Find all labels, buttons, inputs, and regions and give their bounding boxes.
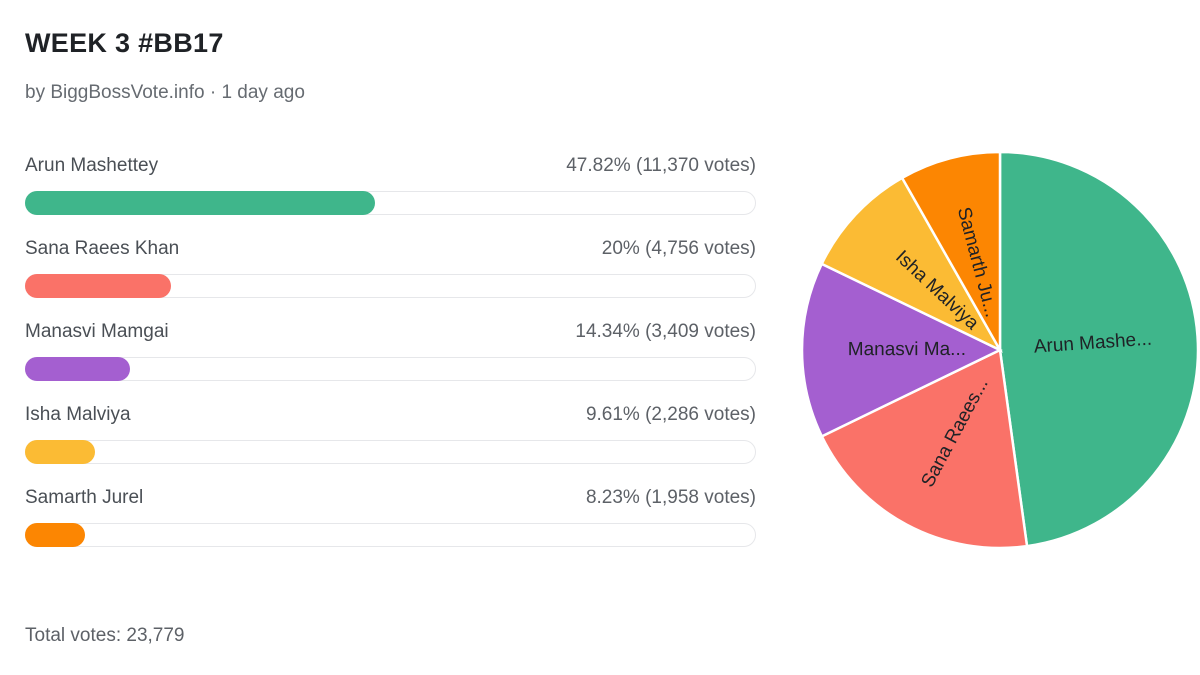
option-name: Arun Mashettey xyxy=(25,155,159,176)
pie-slice xyxy=(800,262,1003,438)
poll-option: Isha Malviya 9.61% (2,286 votes) xyxy=(25,404,756,487)
pie-slice xyxy=(900,150,1002,355)
option-stat: 14.34% (3,409 votes) xyxy=(575,321,756,342)
poll-options: Arun Mashettey 47.82% (11,370 votes) Sana … xyxy=(25,155,756,570)
bar-track xyxy=(25,191,756,215)
poll-option: Samarth Jurel 8.23% (1,958 votes) xyxy=(25,487,756,570)
option-header: Manasvi Mamgai 14.34% (3,409 votes) xyxy=(25,321,756,351)
bar-track xyxy=(25,523,756,547)
bar-track xyxy=(25,440,756,464)
option-stat: 9.61% (2,286 votes) xyxy=(585,404,756,425)
bar-fill xyxy=(25,523,86,547)
option-name: Sana Raees Khan xyxy=(25,238,180,259)
option-header: Arun Mashettey 47.82% (11,370 votes) xyxy=(25,155,756,185)
bar-fill xyxy=(25,440,96,464)
option-stat: 20% (4,756 votes) xyxy=(601,238,756,259)
option-name: Manasvi Mamgai xyxy=(25,321,169,342)
option-header: Samarth Jurel 8.23% (1,958 votes) xyxy=(25,487,756,517)
pie-slice xyxy=(998,150,1200,548)
option-stat: 8.23% (1,958 votes) xyxy=(585,487,756,508)
bar-fill xyxy=(25,357,130,381)
poll-option: Arun Mashettey 47.82% (11,370 votes) xyxy=(25,155,756,238)
bar-fill xyxy=(25,191,375,215)
bar-fill xyxy=(25,274,172,298)
option-name: Isha Malviya xyxy=(25,404,131,425)
pie-slice xyxy=(820,348,1029,550)
poll-option: Sana Raees Khan 20% (4,756 votes) xyxy=(25,238,756,321)
poll-option: Manasvi Mamgai 14.34% (3,409 votes) xyxy=(25,321,756,404)
pie-slice-label: Manasvi Ma... xyxy=(848,339,966,360)
pie-slice xyxy=(820,176,1004,353)
option-name: Samarth Jurel xyxy=(25,487,144,508)
pie-chart-svg: Arun Mashe...Sana Raees...Manasvi Ma...I… xyxy=(800,150,1200,550)
poll-byline: by BiggBossVote.info · 1 day ago xyxy=(25,82,305,103)
bar-track xyxy=(25,357,756,381)
option-header: Isha Malviya 9.61% (2,286 votes) xyxy=(25,404,756,434)
poll-title: WEEK 3 #BB17 xyxy=(25,28,224,58)
bar-track xyxy=(25,274,756,298)
pie-chart: Arun Mashe... Sana Raees... Manasvi Ma... I… xyxy=(795,150,1200,560)
option-stat: 47.82% (11,370 votes) xyxy=(566,155,756,176)
total-votes: Total votes: 23,779 xyxy=(25,625,185,646)
option-header: Sana Raees Khan 20% (4,756 votes) xyxy=(25,238,756,268)
